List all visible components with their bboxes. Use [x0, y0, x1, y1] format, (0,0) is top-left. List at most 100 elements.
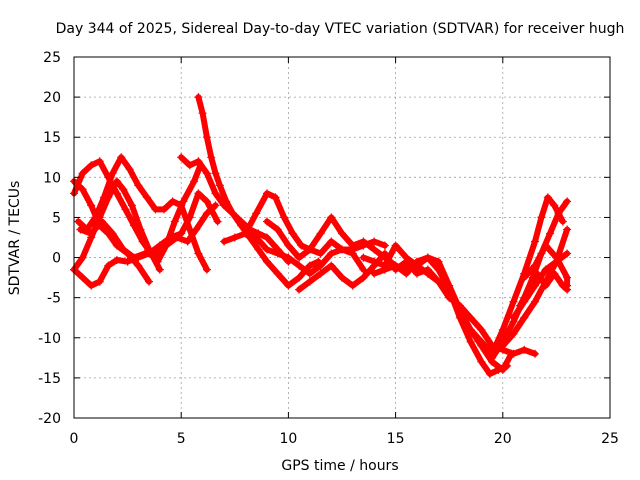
- data-point: [78, 185, 87, 194]
- data-point: [558, 281, 567, 290]
- data-point: [112, 256, 121, 264]
- data-point: [494, 365, 503, 374]
- data-point: [230, 233, 239, 242]
- data-point: [213, 217, 222, 226]
- data-point: [338, 245, 346, 254]
- data-point: [252, 233, 261, 242]
- x-tick-label: 15: [387, 431, 405, 447]
- data-point: [162, 241, 171, 250]
- data-point: [241, 225, 250, 234]
- data-point: [295, 261, 304, 270]
- data-point: [434, 277, 443, 286]
- data-point: [76, 225, 85, 234]
- data-point: [327, 237, 336, 246]
- series-line: [296, 250, 442, 293]
- data-point: [509, 313, 518, 322]
- data-point: [95, 157, 104, 166]
- data-point: [87, 281, 96, 290]
- data-point: [151, 249, 160, 258]
- data-point: [524, 285, 533, 294]
- data-point: [127, 201, 136, 210]
- data-point: [380, 265, 389, 274]
- y-tick-label: -5: [47, 291, 61, 307]
- data-point: [434, 257, 443, 266]
- data-point: [78, 169, 87, 178]
- data-point: [202, 197, 211, 206]
- data-point: [391, 261, 400, 270]
- data-point: [194, 93, 203, 102]
- data-point: [380, 241, 389, 250]
- data-point: [172, 233, 181, 242]
- data-point: [112, 189, 121, 198]
- data-point: [498, 341, 507, 350]
- data-point: [119, 245, 128, 254]
- data-point: [112, 177, 121, 186]
- data-point: [145, 277, 153, 286]
- data-point: [563, 249, 572, 258]
- data-point: [263, 245, 271, 254]
- data-point: [531, 297, 539, 306]
- data-point: [488, 353, 497, 362]
- data-point: [316, 261, 325, 270]
- data-point: [477, 337, 486, 346]
- data-point: [119, 185, 128, 194]
- x-tick-labels: 0 5 10 15 20 25: [70, 431, 619, 447]
- data-point: [220, 237, 229, 246]
- data-point: [413, 261, 421, 270]
- data-point: [316, 229, 325, 238]
- data-point: [160, 205, 168, 214]
- data-point: [121, 205, 130, 214]
- data-point: [263, 217, 271, 226]
- series-line: [75, 154, 210, 273]
- data-point: [87, 161, 96, 170]
- data-point: [316, 249, 325, 258]
- data-point: [554, 209, 563, 218]
- series-sat-5: [74, 153, 211, 274]
- data-point: [531, 261, 539, 270]
- data-point: [155, 265, 164, 274]
- data-point: [74, 217, 83, 226]
- data-point: [228, 209, 237, 218]
- data-point: [78, 273, 87, 282]
- data-point: [305, 245, 314, 254]
- data-series: [70, 93, 572, 378]
- data-point: [327, 213, 336, 222]
- series-sat-14: [370, 253, 512, 378]
- data-point: [498, 325, 507, 334]
- data-point: [134, 261, 143, 270]
- data-point: [194, 157, 203, 166]
- data-point: [477, 325, 486, 334]
- data-point: [455, 301, 464, 310]
- data-point: [263, 189, 271, 198]
- data-point: [402, 253, 411, 262]
- data-point: [123, 257, 132, 266]
- data-point: [520, 345, 529, 354]
- data-point: [194, 189, 203, 198]
- data-point: [142, 193, 151, 202]
- data-point: [198, 109, 207, 118]
- data-point: [531, 349, 539, 358]
- data-point: [305, 277, 314, 286]
- data-point: [211, 201, 220, 210]
- y-tick-labels: -20 -15 -10 -5 0 5 10 15 20 25: [38, 50, 61, 427]
- chart-title: Day 344 of 2025, Sidereal Day-to-day VTE…: [56, 21, 625, 37]
- y-axis-title: SDTVAR / TECUs: [7, 181, 23, 296]
- data-point: [359, 265, 368, 274]
- data-point: [338, 229, 346, 238]
- data-point: [541, 241, 550, 250]
- data-point: [284, 241, 293, 250]
- data-point: [533, 269, 542, 278]
- data-point: [295, 253, 304, 262]
- data-point: [434, 265, 443, 274]
- data-point: [95, 277, 104, 286]
- data-point: [153, 257, 162, 266]
- data-point: [455, 313, 464, 322]
- data-point: [466, 325, 475, 334]
- data-point: [370, 257, 379, 266]
- data-point: [305, 269, 314, 278]
- data-point: [202, 265, 211, 274]
- data-point: [370, 237, 379, 246]
- data-point: [87, 229, 96, 238]
- data-point: [280, 213, 289, 222]
